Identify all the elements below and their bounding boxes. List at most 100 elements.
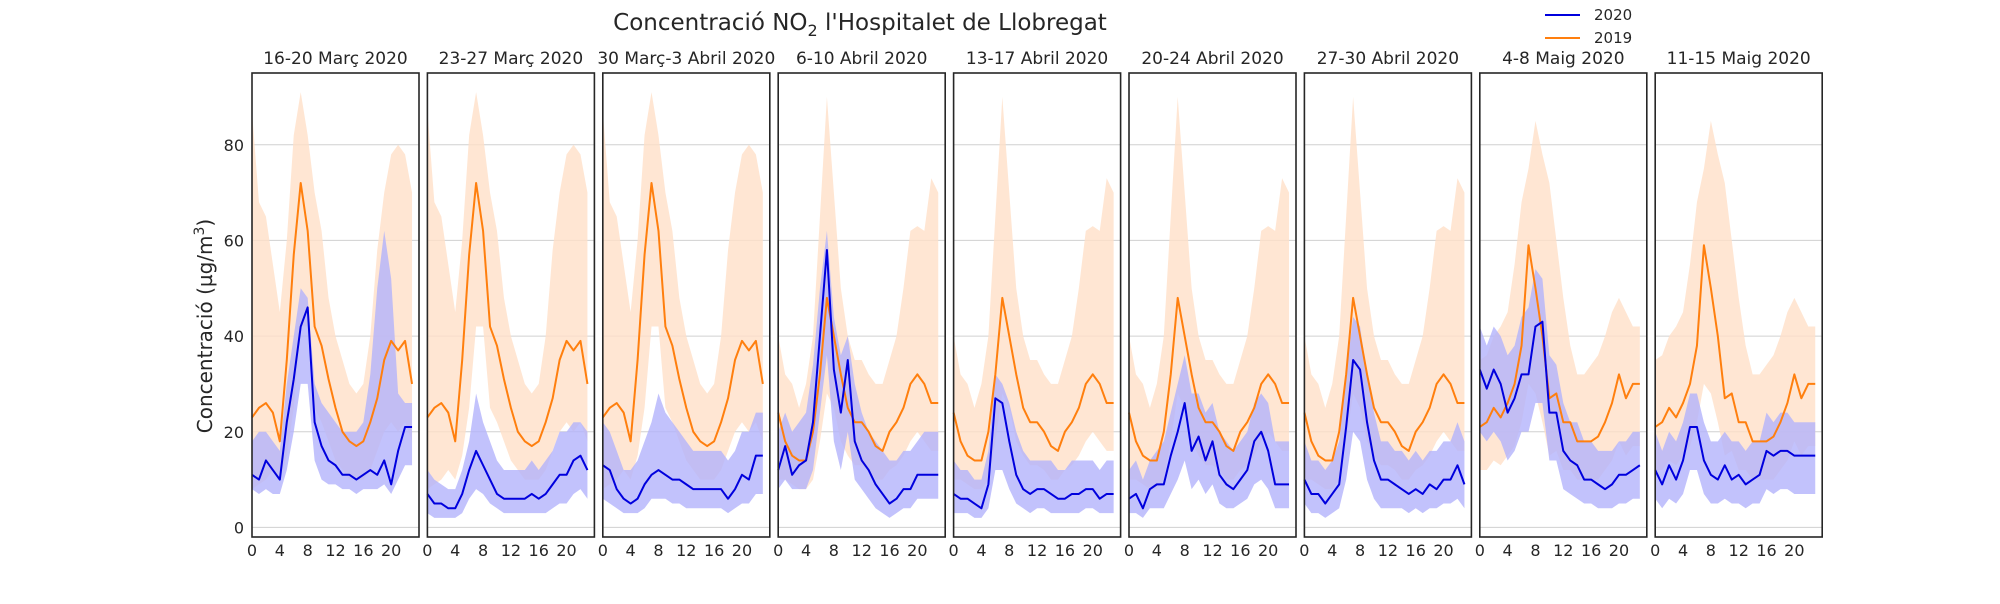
x-tick-label: 20	[1083, 541, 1103, 560]
panel-frame	[1654, 72, 1823, 538]
panel-2: 23-27 Març 2020 0 4 8 12 16 20	[422, 49, 596, 560]
x-tick-label: 16	[1055, 541, 1075, 560]
x-tick-label: 12	[1553, 541, 1573, 560]
panel-frame	[1479, 72, 1648, 538]
x-tick-label: 12	[501, 541, 521, 560]
panel-5: 13-17 Abril 2020 0 4 8 12 16 20	[949, 49, 1122, 560]
panel-frame	[601, 72, 771, 538]
x-tick-label: 16	[1581, 541, 1601, 560]
x-tick-label: 8	[829, 541, 839, 560]
band-2020	[602, 393, 763, 514]
x-tick-label: 16	[529, 541, 549, 560]
band-2019	[427, 92, 588, 490]
series-line-2019	[952, 296, 1114, 462]
x-tick-label: 12	[1378, 541, 1398, 560]
x-tick-label: 12	[852, 541, 872, 560]
x-tick-label: 16	[1230, 541, 1250, 560]
panel-title: 20-24 Abril 2020	[1141, 49, 1283, 69]
series-line-2020	[1303, 359, 1466, 505]
y-tick-label: 20	[224, 423, 244, 442]
panel-title: 4-8 Maig 2020	[1502, 49, 1624, 69]
x-tick-label: 16	[1406, 541, 1426, 560]
series-line-2019	[426, 182, 589, 448]
x-tick-label: 0	[598, 541, 608, 560]
panel-title: 13-17 Abril 2020	[966, 49, 1108, 69]
panel-title: 30 Març-3 Abril 2020	[597, 49, 775, 69]
x-tick-label: 16	[879, 541, 899, 560]
x-tick-label: 4	[1327, 541, 1337, 560]
legend-label: 2020	[1594, 6, 1632, 24]
series-line-2019	[1654, 244, 1816, 443]
x-tick-label: 16	[704, 541, 724, 560]
x-tick-label: 8	[478, 541, 488, 560]
x-tick-label: 4	[450, 541, 460, 560]
x-tick-label: 0	[1650, 541, 1660, 560]
panel-8: 4-8 Maig 2020 0 4 8 12 16 20	[1475, 49, 1648, 560]
y-axis-title: Concentració (µg/m3)	[192, 219, 217, 434]
series-line-2019	[1128, 296, 1290, 462]
x-tick-label: 20	[1258, 541, 1278, 560]
x-tick-label: 4	[1678, 541, 1688, 560]
x-tick-label: 20	[907, 541, 927, 560]
panel-title: 16-20 Març 2020	[263, 49, 408, 69]
x-tick-label: 4	[1503, 541, 1513, 560]
x-tick-label: 4	[1152, 541, 1162, 560]
band-2020	[1304, 316, 1465, 518]
x-tick-label: 0	[949, 541, 959, 560]
chart-title: Concentració NO2 l'Hospitalet de Llobreg…	[613, 10, 1107, 40]
x-tick-label: 20	[556, 541, 576, 560]
band-2020	[778, 230, 939, 518]
legend-item-2020: 2020	[1545, 6, 1632, 24]
x-tick-label: 0	[1124, 541, 1134, 560]
x-tick-label: 12	[1202, 541, 1222, 560]
x-tick-label: 0	[422, 541, 432, 560]
panel-3: 30 Març-3 Abril 2020 0 4 8 12 16 20	[597, 49, 775, 560]
x-tick-label: 16	[353, 541, 373, 560]
legend-item-2019: 2019	[1545, 29, 1632, 47]
x-tick-label: 12	[676, 541, 696, 560]
x-tick-label: 12	[1729, 541, 1749, 560]
x-tick-label: 8	[1180, 541, 1190, 560]
panel-6: 20-24 Abril 2020 0 4 8 12 16 20	[1124, 49, 1297, 560]
y-tick-label: 0	[234, 518, 244, 537]
x-tick-label: 0	[1299, 541, 1309, 560]
x-tick-label: 0	[247, 541, 257, 560]
panel-9: 11-15 Maig 2020 0 4 8 12 16 20	[1650, 49, 1823, 560]
x-tick-label: 8	[1355, 541, 1365, 560]
panel-frame	[952, 72, 1122, 538]
x-tick-label: 4	[626, 541, 636, 560]
series-line-2020	[953, 397, 1114, 510]
panel-title: 27-30 Abril 2020	[1317, 49, 1459, 69]
panel-frame	[251, 72, 420, 538]
panel-frame	[777, 72, 947, 538]
x-tick-label: 20	[732, 541, 752, 560]
panel-frame	[1303, 72, 1473, 538]
panel-frame	[426, 72, 596, 538]
band-2020	[1655, 393, 1816, 509]
series-line-2020	[1128, 402, 1290, 510]
panel-4: 6-10 Abril 2020 0 4 8 12 16 20	[773, 49, 947, 560]
panel-frame	[1128, 72, 1297, 538]
series-line-2020	[777, 248, 939, 505]
series-line-2019	[601, 182, 764, 448]
x-tick-label: 4	[801, 541, 811, 560]
x-tick-label: 0	[1475, 541, 1485, 560]
series-line-2020	[1478, 320, 1641, 491]
x-tick-label: 8	[1530, 541, 1540, 560]
x-tick-label: 20	[1433, 541, 1453, 560]
x-tick-label: 8	[1004, 541, 1014, 560]
x-tick-label: 20	[381, 541, 401, 560]
y-tick-label: 60	[224, 231, 244, 250]
series-line-2020	[251, 306, 413, 486]
x-tick-label: 16	[1756, 541, 1776, 560]
x-tick-label: 20	[1609, 541, 1629, 560]
band-2020	[427, 393, 588, 518]
x-tick-label: 0	[773, 541, 783, 560]
band-2020	[1479, 269, 1640, 509]
series-line-2020	[1654, 425, 1816, 486]
legend: 2020 2019	[1545, 6, 1632, 47]
x-tick-label: 12	[1027, 541, 1047, 560]
